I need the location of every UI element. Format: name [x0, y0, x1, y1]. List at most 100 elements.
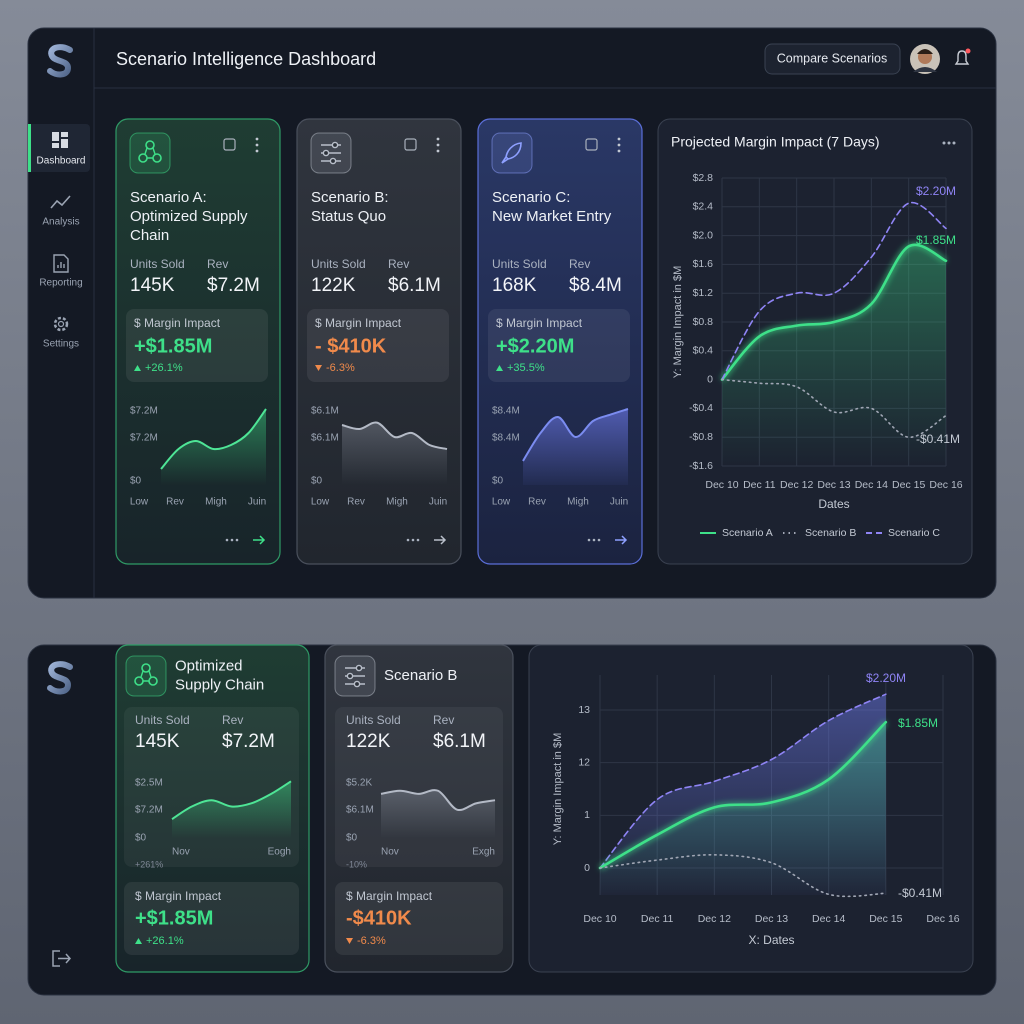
compare-button[interactable]	[764, 43, 901, 75]
annotation: $1.85M	[898, 716, 938, 730]
sparkline-x-label: Exgh	[472, 847, 495, 858]
metric-label: Rev	[207, 257, 228, 271]
y-tick-label: 0	[584, 862, 590, 874]
nav-item[interactable]: Reporting	[39, 278, 82, 289]
sparkline-area	[342, 422, 447, 485]
sparkline-label: $7.2M	[130, 406, 158, 417]
sparkline-x-label: Rev	[528, 497, 546, 508]
card-title: New Market Entry	[492, 208, 612, 225]
sparkline-label: $7.2M	[130, 433, 158, 444]
margin-value: +$1.85M	[135, 907, 213, 929]
metric-value: $7.2M	[207, 275, 260, 296]
icon-knob	[322, 149, 330, 157]
x-tick-label: Dec 13	[817, 479, 850, 491]
card-arrow	[434, 535, 447, 545]
y-tick-label: $0.8	[693, 316, 714, 328]
margin-label: $ Margin Impact	[134, 316, 221, 330]
x-tick-label: Dec 16	[929, 479, 962, 491]
sparkline-note: -10%	[346, 859, 367, 869]
nav-item[interactable]: Analysis	[42, 217, 79, 228]
metric-value: $8.4M	[569, 275, 622, 296]
y-tick-label: $1.6	[693, 258, 714, 270]
card-icon-box	[491, 132, 533, 174]
card-menu-dot	[436, 143, 440, 147]
bell-icon	[954, 50, 970, 65]
metric-value: 145K	[135, 731, 180, 752]
nav-icon-settings-core	[57, 320, 65, 328]
x-tick-label: Dec 11	[743, 479, 776, 491]
compare-button-label[interactable]: Compare Scenarios	[777, 51, 887, 65]
sparkline	[160, 408, 267, 470]
metric-label: Rev	[569, 257, 590, 271]
margin-box	[335, 882, 503, 955]
y-tick-label: -$1.6	[689, 460, 713, 472]
bell-badge	[965, 48, 971, 54]
card-title: Optimized Supply	[130, 208, 248, 225]
series-area	[722, 244, 946, 466]
y-tick-label: 13	[578, 704, 590, 716]
icon-node	[141, 663, 151, 673]
logout-icon[interactable]	[52, 950, 72, 967]
more-dot	[406, 538, 410, 542]
y-tick-label: -$0.8	[689, 431, 713, 443]
card-arrow	[253, 535, 266, 545]
more-dot	[416, 538, 420, 542]
annotation: $2.20M	[916, 184, 956, 198]
y-axis-title: Y: Margin Impact in $M	[552, 733, 564, 846]
y-axis-title: Y: Margin Impact in $M	[672, 266, 684, 379]
margin-value: +$1.85M	[134, 335, 212, 357]
icon-knob	[355, 664, 363, 672]
y-tick-label: $1.2	[693, 287, 714, 299]
nav-icon-dashboard	[52, 132, 68, 148]
card-menu-dot	[255, 137, 259, 141]
card-title: Chain	[130, 227, 169, 244]
more-dot	[592, 538, 596, 542]
sparkline-label: $2.5M	[135, 778, 163, 789]
sparkline-area	[381, 790, 495, 838]
icon-node	[145, 140, 155, 150]
icon-link	[144, 147, 156, 159]
card-title: Scenario B:	[311, 189, 389, 206]
page-title: Scenario Intelligence Dashboard	[116, 49, 376, 69]
sparkline-x-label: Nov	[172, 847, 190, 858]
card-icon-box	[125, 655, 167, 697]
x-tick-label: Dec 15	[892, 479, 925, 491]
margin-label: $ Margin Impact	[346, 889, 433, 903]
sparkline-x-label: Migh	[567, 497, 589, 508]
x-tick-label: Dec 15	[869, 913, 902, 925]
annotation: $1.85M	[916, 233, 956, 247]
notifications[interactable]	[954, 48, 971, 65]
logo	[47, 661, 73, 695]
icon-knob	[329, 157, 337, 165]
legend-label: Scenario B	[805, 527, 856, 539]
card-icon-box	[129, 132, 171, 174]
series-line	[598, 720, 888, 870]
nav-active-bar	[28, 124, 31, 172]
series-line	[720, 243, 948, 381]
metric-label: Rev	[433, 713, 454, 727]
sparkline-note: +261%	[135, 859, 163, 869]
x-tick-label: Dec 11	[641, 913, 674, 925]
margin-box	[124, 882, 299, 955]
margin-change: -6.3%	[357, 935, 386, 947]
nav-item[interactable]: Settings	[43, 339, 79, 350]
y-tick-label: 1	[584, 809, 590, 821]
sparkline-label: $0	[346, 833, 358, 844]
avatar[interactable]	[910, 44, 940, 74]
margin-label: $ Margin Impact	[135, 889, 222, 903]
margin-value: -$410K	[346, 907, 412, 929]
sparkline-x-label: Migh	[205, 497, 227, 508]
x-tick-label: Dec 14	[855, 479, 888, 491]
metric-label: Units Sold	[492, 257, 547, 271]
series-line	[599, 693, 887, 869]
sparkline-label: $8.4M	[492, 433, 520, 444]
trend-icon	[315, 365, 322, 371]
card-arrow	[615, 535, 628, 545]
card-menu-dot	[436, 137, 440, 141]
margin-change: -6.3%	[326, 362, 355, 374]
nav-item[interactable]: Dashboard	[37, 156, 86, 167]
chart-menu[interactable]	[942, 141, 956, 145]
nav-icon-reporting	[53, 254, 69, 273]
more-dot	[225, 538, 229, 542]
sparkline-label: $6.1M	[311, 406, 339, 417]
